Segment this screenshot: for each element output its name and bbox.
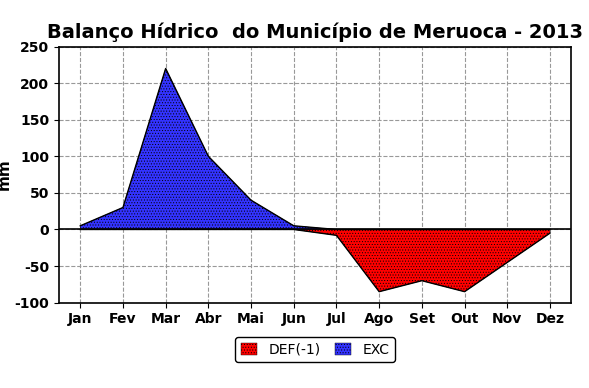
- Title: Balanço Hídrico  do Município de Meruoca - 2013: Balanço Hídrico do Município de Meruoca …: [47, 23, 583, 42]
- Legend: DEF(-1), EXC: DEF(-1), EXC: [235, 337, 395, 362]
- Y-axis label: mm: mm: [0, 159, 12, 191]
